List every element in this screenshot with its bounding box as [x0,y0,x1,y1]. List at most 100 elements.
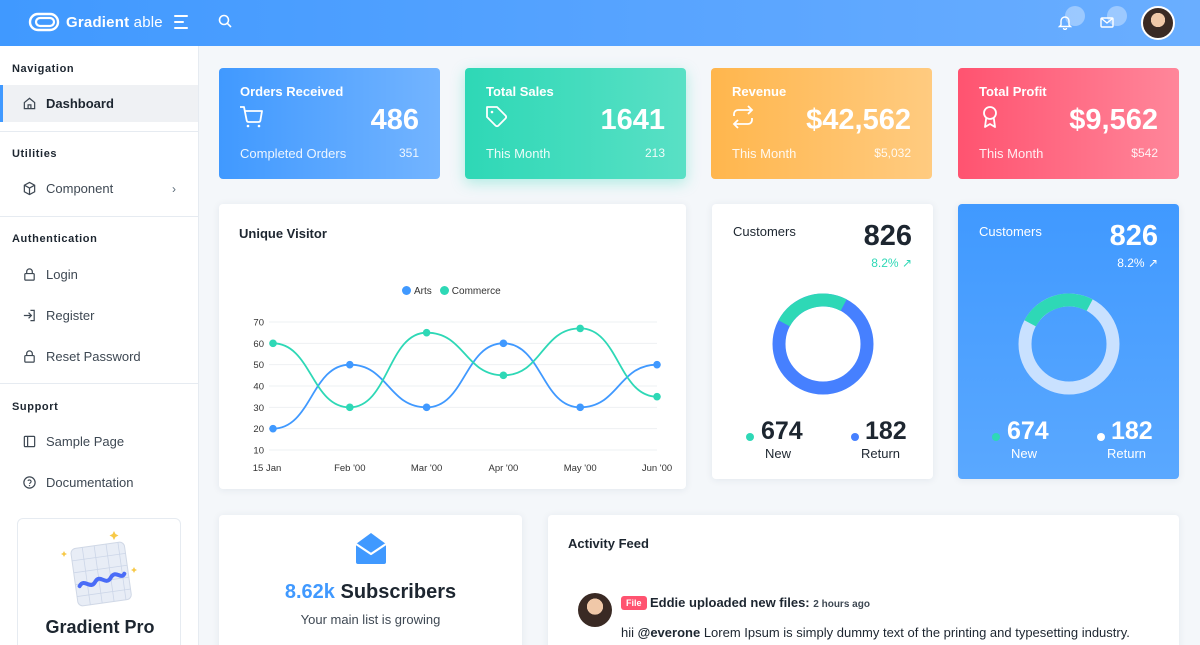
sidebar-item-register[interactable]: Register [0,297,198,334]
pro-promo-card[interactable]: Gradient Pro [17,518,181,645]
customers-title: Customers [733,224,796,239]
home-icon [23,97,36,110]
login-icon [23,309,35,322]
return-dot [851,433,859,441]
search-icon[interactable] [218,14,232,33]
logo-text: Gradient [66,13,130,31]
sidebar-item-label: Dashboard [46,96,114,111]
customers-value: 826 [863,220,912,252]
stat-title: Orders Received [240,84,344,99]
x-tick-label: May '00 [564,463,597,474]
chevron-right-icon: › [172,182,176,196]
sidebar-item-label: Component [46,181,114,196]
x-tick-label: Apr '00 [488,463,518,474]
promo-title: Gradient Pro [45,617,155,637]
lock-icon [24,268,35,281]
stat-value: $9,562 [1069,104,1158,136]
data-point-commerce [499,371,508,380]
y-tick-label: 70 [253,318,264,329]
sidebar-item-documentation[interactable]: Documentation [0,464,198,501]
mention-link[interactable]: @everone [637,625,701,640]
sidebar-item-label: Login [46,267,78,282]
sidebar-icon [23,435,36,448]
legend-item-arts[interactable]: Arts [402,286,432,297]
stat-card-profit[interactable]: Total Profit $9,562 This Month $542 [958,68,1179,179]
customers-return-label: Return [861,446,901,461]
help-circle-icon [23,476,36,489]
divider [0,383,198,384]
notification-bell-icon[interactable] [1057,6,1085,36]
top-header: Gradient able [0,0,1200,46]
chart-legend: Arts Commerce [402,286,501,297]
y-tick-label: 20 [253,424,264,435]
new-dot [992,433,1000,441]
nav-caption-authentication: Authentication [12,233,98,245]
mail-icon[interactable] [1099,6,1127,36]
sidebar-item-reset-password[interactable]: Reset Password [0,338,198,375]
customers-donut [772,293,874,395]
y-tick-label: 50 [253,360,264,371]
mail-open-icon [355,533,387,564]
sidebar-item-component[interactable]: Component › [0,170,198,207]
user-avatar[interactable] [1141,6,1175,40]
menu-toggle-icon[interactable] [174,15,190,33]
sidebar-item-login[interactable]: Login [0,256,198,293]
stat-sub-label: This Month [732,146,797,161]
sidebar-item-label: Sample Page [46,434,125,449]
data-point-arts [346,360,354,369]
series-line-commerce [272,327,658,409]
trending-up-icon: ↗ [901,256,912,270]
activity-time: 2 hours ago [813,599,870,610]
nav-caption-navigation: Navigation [12,63,75,75]
legend-item-commerce[interactable]: Commerce [439,286,501,297]
stat-sub-value: $5,032 [874,146,911,160]
y-tick-label: 30 [253,403,264,414]
data-point-arts [269,424,277,433]
logo[interactable]: Gradient able [28,12,163,32]
data-point-commerce [653,392,661,401]
customers-donut [1018,293,1120,395]
nav-caption-support: Support [12,401,59,413]
trending-up-icon: ↗ [1147,256,1158,270]
data-point-commerce [346,403,354,412]
sidebar-item-dashboard[interactable]: Dashboard [0,85,198,122]
file-badge: File [621,596,647,610]
stat-sub-value: $542 [1131,146,1158,160]
stat-sub-value: 213 [644,146,665,160]
subscribers-count: 8.62k Subscribers [284,581,457,603]
award-icon [983,106,997,128]
stat-card-sales[interactable]: Total Sales 1641 This Month 213 [465,68,686,179]
stat-value: 486 [370,104,419,136]
legend-label: Arts [414,286,432,297]
series-line-arts [272,342,658,430]
activity-feed-card: Activity Feed File Eddie uploaded new fi… [548,515,1179,645]
customers-return-value: 182 [1111,417,1153,445]
stat-sub-label: This Month [486,146,551,161]
data-point-arts [499,339,508,348]
x-tick-label: Jun '00 [642,463,672,474]
cart-icon [240,106,263,128]
stat-card-orders[interactable]: Orders Received 486 Completed Orders 351 [219,68,440,179]
donut-segment-return [1018,293,1120,395]
sidebar-item-sample-page[interactable]: Sample Page [0,423,198,460]
activity-avatar[interactable] [578,593,612,627]
sidebar-item-label: Documentation [46,475,134,490]
card-title: Unique Visitor [239,226,327,241]
activity-headline: Eddie uploaded new files: 2 hours ago [650,595,870,610]
return-dot [1097,433,1105,441]
subscribers-card: 8.62k Subscribers Your main list is grow… [219,515,522,645]
y-tick-label: 40 [253,382,264,393]
customers-return-value: 182 [865,417,907,445]
customers-value: 826 [1109,220,1158,252]
donut-segment-return [772,293,874,395]
new-dot [746,433,754,441]
x-tick-label: Mar '00 [411,463,442,474]
sidebar: Navigation Dashboard Utilities Component… [0,46,199,645]
customers-card-blue: Customers 826 8.2% ↗ 674 New 182 Return [958,204,1179,479]
data-point-commerce [269,339,277,348]
lock-icon [24,350,35,363]
stat-card-revenue[interactable]: Revenue $42,562 This Month $5,032 [711,68,932,179]
customers-new-value: 674 [1007,417,1049,445]
y-tick-label: 10 [253,446,264,457]
card-title: Activity Feed [568,536,649,551]
